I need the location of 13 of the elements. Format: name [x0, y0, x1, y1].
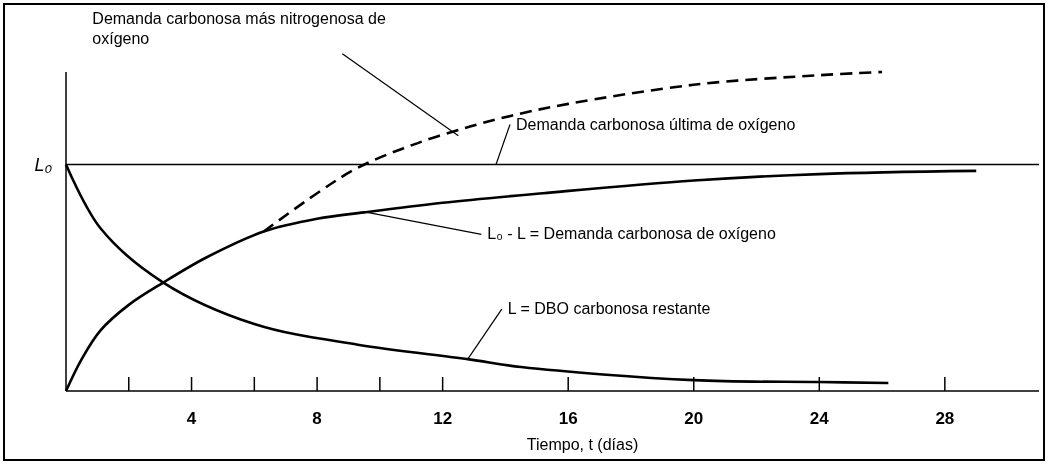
x-tick-label: 4 — [186, 409, 197, 428]
x-axis-title: Tiempo, t (días) — [526, 436, 639, 453]
x-tick-label: 20 — [684, 409, 704, 428]
annotation: Demanda carbonosa más nitrogenosa de oxígeno — [92, 9, 386, 47]
ref-line-label: L₀ — [34, 154, 53, 175]
x-tick-label: 16 — [558, 409, 578, 428]
annotation: Demanda carbonosa última de oxígeno — [516, 115, 796, 133]
x-tick-label: 24 — [809, 409, 830, 428]
annotation: L₀ - L = Demanda carbonosa de oxígeno — [487, 225, 776, 243]
x-tick-label: 28 — [935, 409, 955, 428]
x-tick-label: 12 — [433, 409, 453, 428]
annotation: L = DBO carbonosa restante — [507, 300, 711, 318]
x-tick-label: 8 — [312, 409, 322, 428]
